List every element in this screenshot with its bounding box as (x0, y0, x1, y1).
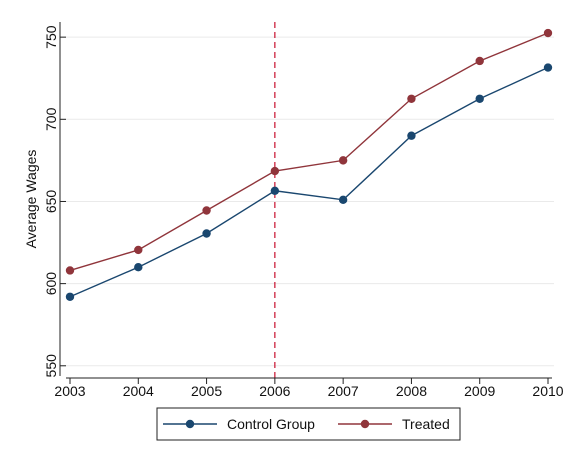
y-tick-label: 650 (43, 190, 59, 214)
x-tick-label: 2004 (123, 383, 154, 399)
axes: 550 600 650 700 750 2003 2004 2005 2006 2007 2008 2… (43, 22, 564, 399)
x-tick-label: 2003 (54, 383, 85, 399)
x-tick-label: 2006 (259, 383, 290, 399)
legend-label: Treated (402, 416, 450, 432)
x-tick-label: 2007 (328, 383, 359, 399)
gridlines (60, 36, 554, 367)
data-point (270, 186, 280, 195)
data-point (202, 229, 211, 238)
series-group (65, 28, 553, 301)
y-tick-label: 550 (43, 354, 59, 378)
data-point (134, 262, 143, 272)
x-tick-label: 2009 (464, 383, 495, 399)
legend-marker (360, 419, 370, 429)
data-point (270, 166, 280, 176)
y-tick-label: 600 (43, 272, 59, 296)
y-axis-label: Average Wages (23, 150, 39, 249)
data-point (407, 131, 416, 140)
series-line (69, 32, 549, 272)
data-point (475, 56, 484, 66)
data-point (65, 292, 75, 301)
data-point (407, 94, 416, 103)
data-point (543, 28, 553, 38)
x-tick-label: 2005 (191, 383, 222, 399)
data-point (543, 63, 553, 72)
data-point (475, 94, 484, 103)
y-tick-label: 700 (43, 107, 59, 131)
data-point (338, 156, 348, 165)
data-point (65, 266, 75, 275)
x-tick-label: 2010 (532, 383, 563, 399)
data-point (338, 195, 348, 205)
series-line (69, 66, 549, 298)
y-tick-label: 750 (43, 25, 59, 49)
legend-marker (185, 419, 195, 429)
data-point (134, 245, 143, 255)
data-point (202, 206, 211, 215)
legend-label: Control Group (227, 416, 315, 432)
x-tick-label: 2008 (396, 383, 427, 399)
legend: Control Group Treated (156, 407, 461, 441)
